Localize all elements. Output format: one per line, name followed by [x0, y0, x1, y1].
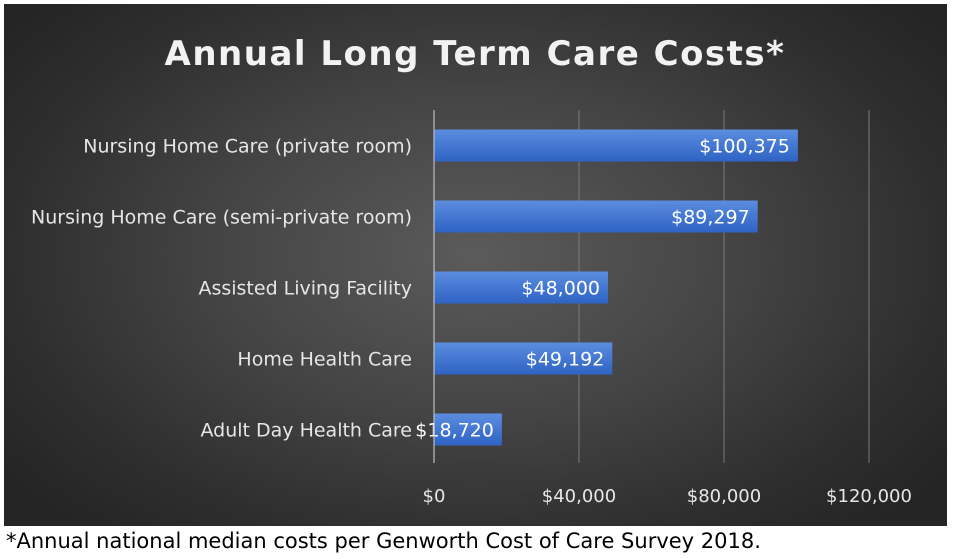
- category-label: Home Health Care: [237, 349, 412, 371]
- chart-title: Annual Long Term Care Costs*: [165, 34, 786, 74]
- bar: [434, 129, 798, 162]
- data-label: $18,720: [415, 420, 494, 442]
- bars: $100,375 $89,297 $48,000 $49,192 $18,720: [415, 129, 798, 446]
- category-label: Assisted Living Facility: [198, 278, 412, 300]
- footnote: *Annual national median costs per Genwor…: [6, 529, 761, 553]
- x-tick-label: $0: [423, 486, 446, 507]
- bar: [434, 413, 502, 446]
- x-tick-label: $120,000: [826, 486, 912, 507]
- data-label: $49,192: [526, 349, 605, 371]
- bar: [434, 342, 613, 375]
- bar: [434, 271, 608, 304]
- category-label: Nursing Home Care (semi-private room): [31, 207, 412, 229]
- bar: [434, 200, 758, 233]
- x-tick-label: $40,000: [542, 486, 616, 507]
- category-label: Adult Day Health Care: [200, 420, 412, 442]
- data-label: $48,000: [521, 278, 600, 300]
- data-label: $100,375: [699, 136, 790, 158]
- x-tick-label: $80,000: [687, 486, 761, 507]
- gridlines: [578, 110, 870, 463]
- data-label: $89,297: [671, 207, 750, 229]
- chart-panel: Annual Long Term Care Costs* $100,375 $89…: [4, 4, 947, 526]
- category-label: Nursing Home Care (private room): [83, 136, 412, 158]
- axes: $0 $40,000 $80,000 $120,000 Nursing Home Car…: [31, 110, 912, 507]
- bar-chart: Annual Long Term Care Costs* $100,375 $89…: [31, 34, 912, 507]
